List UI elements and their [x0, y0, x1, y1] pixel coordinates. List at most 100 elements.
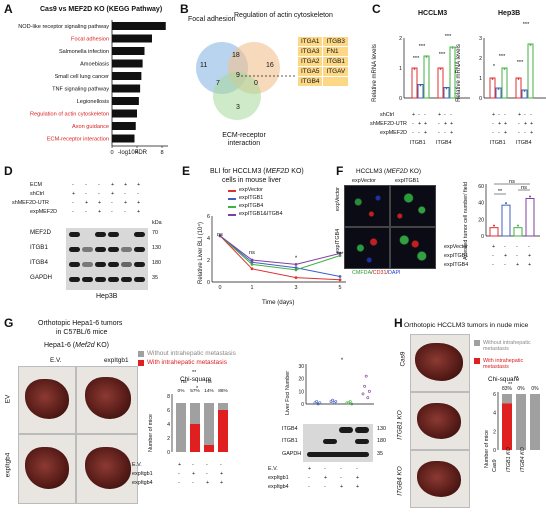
wb-band [134, 277, 145, 282]
a-tick-label: 8 [160, 150, 163, 156]
g-foci-sign: + [308, 466, 312, 472]
g-sign: + [220, 471, 224, 477]
pathway-label: Axon guidance [72, 124, 109, 130]
wb-band [339, 427, 353, 433]
f-sign: - [492, 253, 494, 259]
d-mw: 130 [152, 245, 161, 251]
g-sign: + [206, 480, 210, 486]
c-tick-label: 0 [399, 96, 402, 102]
h-bar-without [516, 394, 526, 450]
c-bar [411, 67, 418, 99]
h-chisq: Chi-square [488, 376, 520, 383]
wb-band [95, 262, 106, 267]
d-sign: + [98, 200, 102, 206]
g2-point [345, 401, 349, 405]
e-point [250, 258, 254, 262]
panel-e-title: BLI for HCCLM3 (MEF2D KO) [210, 168, 304, 175]
liver-photo-expitgb4 [18, 434, 76, 504]
e-xtick: 1 [251, 285, 254, 291]
c-sign: - [524, 130, 526, 136]
liver-foci-scatter: 0 10 20 30 * [298, 358, 374, 408]
g-row-label: expItgb4 [4, 452, 12, 478]
wb-band [108, 262, 119, 267]
micrograph-combined [390, 227, 436, 269]
d-sign: - [72, 182, 74, 188]
g-sub-1: Hepa1-6 ( [44, 342, 76, 349]
c-sign: + [524, 121, 528, 127]
e-ytick: 6 [207, 214, 210, 220]
c-sign: + [504, 121, 508, 127]
g-wb-mw: 130 [377, 426, 386, 432]
g-sign: + [178, 462, 182, 468]
c-sign: + [518, 112, 522, 118]
c-sign: + [450, 130, 454, 136]
g2-ytick: 30 [298, 364, 304, 370]
d-band-label: MEF2D [30, 229, 51, 236]
c-sig: *** [413, 56, 420, 62]
gene-cell: ITGB4 [296, 76, 324, 87]
d-sign: - [137, 191, 139, 197]
g-ytick: 6 [167, 408, 170, 414]
h-row-label: Cas9 [399, 351, 407, 367]
h-xcat: ITGB4 KO [520, 447, 526, 472]
c-dot [523, 90, 526, 92]
e-legend-label: expITGB4 [239, 203, 264, 209]
c-dot [445, 87, 448, 90]
c-sign: - [450, 112, 452, 118]
c-sign: - [504, 112, 506, 118]
c-bar [417, 84, 424, 99]
liver-image [25, 379, 69, 419]
f-row-label: expITGB4 [335, 228, 342, 254]
a-tick-label: 0 [110, 150, 113, 156]
c-tick-label: 0 [479, 96, 482, 102]
c-row-label: expMEF2D [380, 130, 407, 136]
h-pct: 0% [531, 386, 539, 392]
panel-label-c: C [372, 2, 381, 16]
h-ytick: 4 [493, 411, 496, 417]
panel-label-h: H [394, 316, 403, 330]
e-ytick: 4 [207, 236, 210, 242]
h-legend-yes-swatch [474, 358, 480, 364]
f-sign: - [492, 262, 494, 268]
c-tick-label: 2 [399, 36, 402, 42]
e-point [294, 263, 298, 266]
c-dot [517, 78, 520, 80]
c-gene-label: ITGB4 [436, 140, 452, 146]
wb-band [134, 247, 145, 252]
micrograph-expvector [344, 185, 390, 227]
e-title-2: KO) [289, 168, 304, 175]
g-wb-mw: 35 [377, 451, 383, 457]
e-series-line [219, 235, 341, 281]
venn-diagram [196, 42, 280, 120]
venn-n16: 16 [266, 62, 274, 69]
pathway-label: Amoebiasis [80, 62, 109, 68]
f-sign: + [528, 262, 532, 268]
c-sign: - [412, 130, 414, 136]
c-bar [489, 77, 496, 99]
panel-label-b: B [180, 2, 189, 16]
f-sign: - [516, 253, 518, 259]
gene-cell: FN1 [322, 46, 350, 57]
c-dot [451, 47, 454, 49]
f-sig: ** [498, 189, 503, 195]
g-sign: + [192, 471, 196, 477]
c-sign: - [492, 130, 494, 136]
e-point [294, 268, 298, 272]
g-legend-yes: With intrahepatic metastasis [147, 359, 227, 366]
c-gene-label: ITGB1 [410, 140, 426, 146]
e-xtick: 3 [295, 285, 298, 291]
gene-cell [322, 76, 350, 87]
c-sig: *** [419, 44, 426, 50]
liver-photo-combined [76, 434, 138, 504]
g-bar-with [190, 424, 200, 452]
g-wb-mw: 180 [377, 438, 386, 444]
h-ytick: 6 [493, 392, 496, 398]
f-row-label: expVector [334, 187, 341, 211]
f-bar [501, 204, 511, 237]
g2-point [318, 401, 322, 405]
e-point [294, 266, 298, 270]
g2-ytick: 0 [301, 402, 304, 408]
c-dot [497, 88, 500, 90]
g-bar-with [204, 445, 214, 452]
